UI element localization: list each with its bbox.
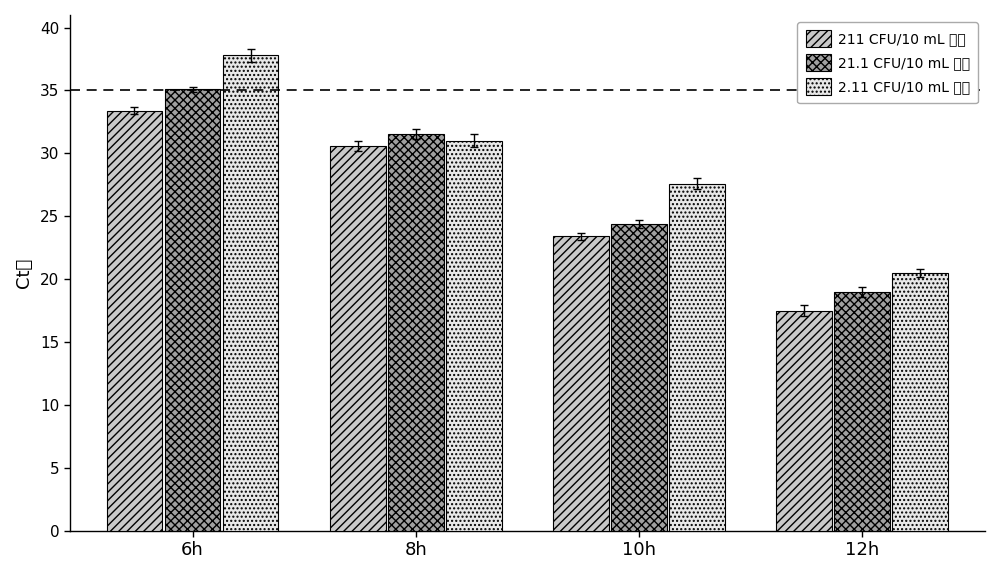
Bar [892,273,948,530]
Y-axis label: Ct値: Ct値 [15,258,33,288]
Bar [330,146,386,530]
Bar [388,134,444,530]
Bar [165,89,220,530]
Bar [446,141,502,530]
Bar [107,111,162,530]
Bar [611,224,667,530]
Legend: 211 CFU/10 mL 牛奶, 21.1 CFU/10 mL 牛奶, 2.11 CFU/10 mL 牛奶: 211 CFU/10 mL 牛奶, 21.1 CFU/10 mL 牛奶, 2.1… [797,22,978,103]
Bar [223,55,278,530]
Bar [776,311,832,530]
Bar [553,236,609,530]
Bar [669,184,725,530]
Bar [834,292,890,530]
